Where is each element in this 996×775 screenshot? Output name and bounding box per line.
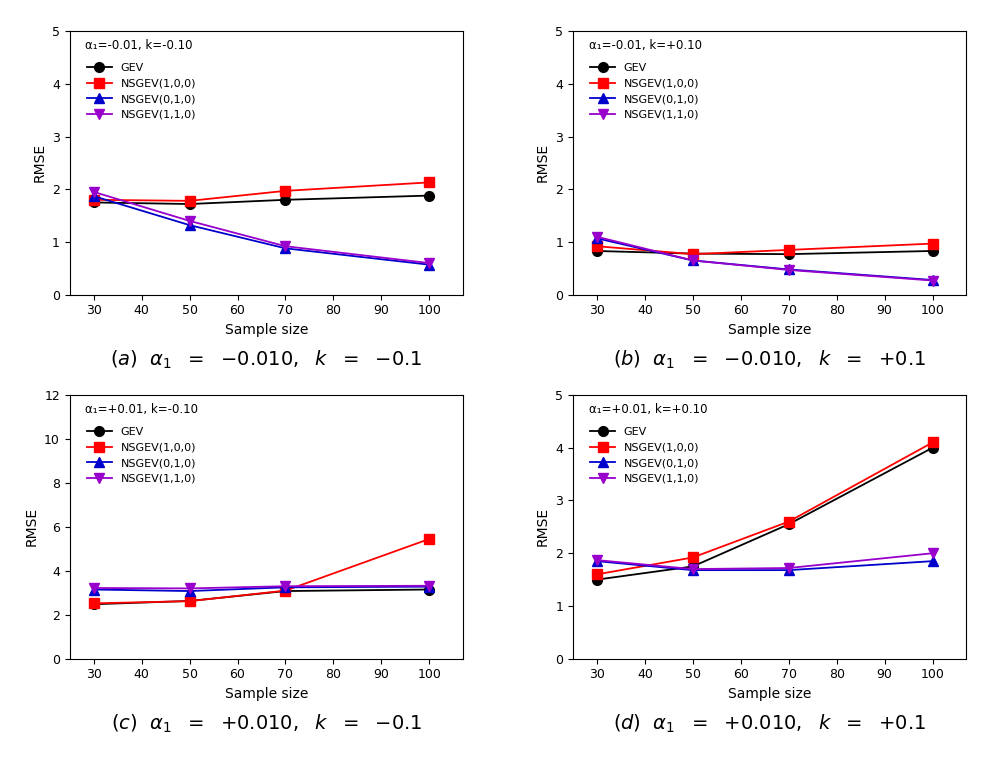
Y-axis label: RMSE: RMSE [536, 508, 550, 546]
Text: α₁=+0.01, k=-0.10: α₁=+0.01, k=-0.10 [86, 403, 198, 416]
Y-axis label: RMSE: RMSE [25, 508, 39, 546]
X-axis label: Sample size: Sample size [728, 323, 811, 337]
Text: α₁=+0.01, k=+0.10: α₁=+0.01, k=+0.10 [589, 403, 707, 416]
Text: $(c)$  $\alpha_1$  $=$  $+0.010,$  $k$  $=$  $-0.1$: $(c)$ $\alpha_1$ $=$ $+0.010,$ $k$ $=$ $… [111, 713, 422, 735]
Y-axis label: RMSE: RMSE [33, 143, 47, 182]
X-axis label: Sample size: Sample size [728, 687, 811, 701]
Text: $(d)$  $\alpha_1$  $=$  $+0.010,$  $k$  $=$  $+0.1$: $(d)$ $\alpha_1$ $=$ $+0.010,$ $k$ $=$ $… [614, 713, 926, 735]
Text: α₁=-0.01, k=+0.10: α₁=-0.01, k=+0.10 [589, 39, 702, 52]
Text: $(a)$  $\alpha_1$  $=$  $-0.010,$  $k$  $=$  $-0.1$: $(a)$ $\alpha_1$ $=$ $-0.010,$ $k$ $=$ $… [110, 349, 422, 371]
Y-axis label: RMSE: RMSE [536, 143, 550, 182]
Legend: GEV, NSGEV(1,0,0), NSGEV(0,1,0), NSGEV(1,1,0): GEV, NSGEV(1,0,0), NSGEV(0,1,0), NSGEV(1… [87, 63, 196, 119]
Legend: GEV, NSGEV(1,0,0), NSGEV(0,1,0), NSGEV(1,1,0): GEV, NSGEV(1,0,0), NSGEV(0,1,0), NSGEV(1… [591, 63, 699, 119]
X-axis label: Sample size: Sample size [225, 323, 308, 337]
Legend: GEV, NSGEV(1,0,0), NSGEV(0,1,0), NSGEV(1,1,0): GEV, NSGEV(1,0,0), NSGEV(0,1,0), NSGEV(1… [87, 427, 196, 484]
Text: α₁=-0.01, k=-0.10: α₁=-0.01, k=-0.10 [86, 39, 193, 52]
Text: $(b)$  $\alpha_1$  $=$  $-0.010,$  $k$  $=$  $+0.1$: $(b)$ $\alpha_1$ $=$ $-0.010,$ $k$ $=$ $… [614, 349, 926, 371]
X-axis label: Sample size: Sample size [225, 687, 308, 701]
Legend: GEV, NSGEV(1,0,0), NSGEV(0,1,0), NSGEV(1,1,0): GEV, NSGEV(1,0,0), NSGEV(0,1,0), NSGEV(1… [591, 427, 699, 484]
